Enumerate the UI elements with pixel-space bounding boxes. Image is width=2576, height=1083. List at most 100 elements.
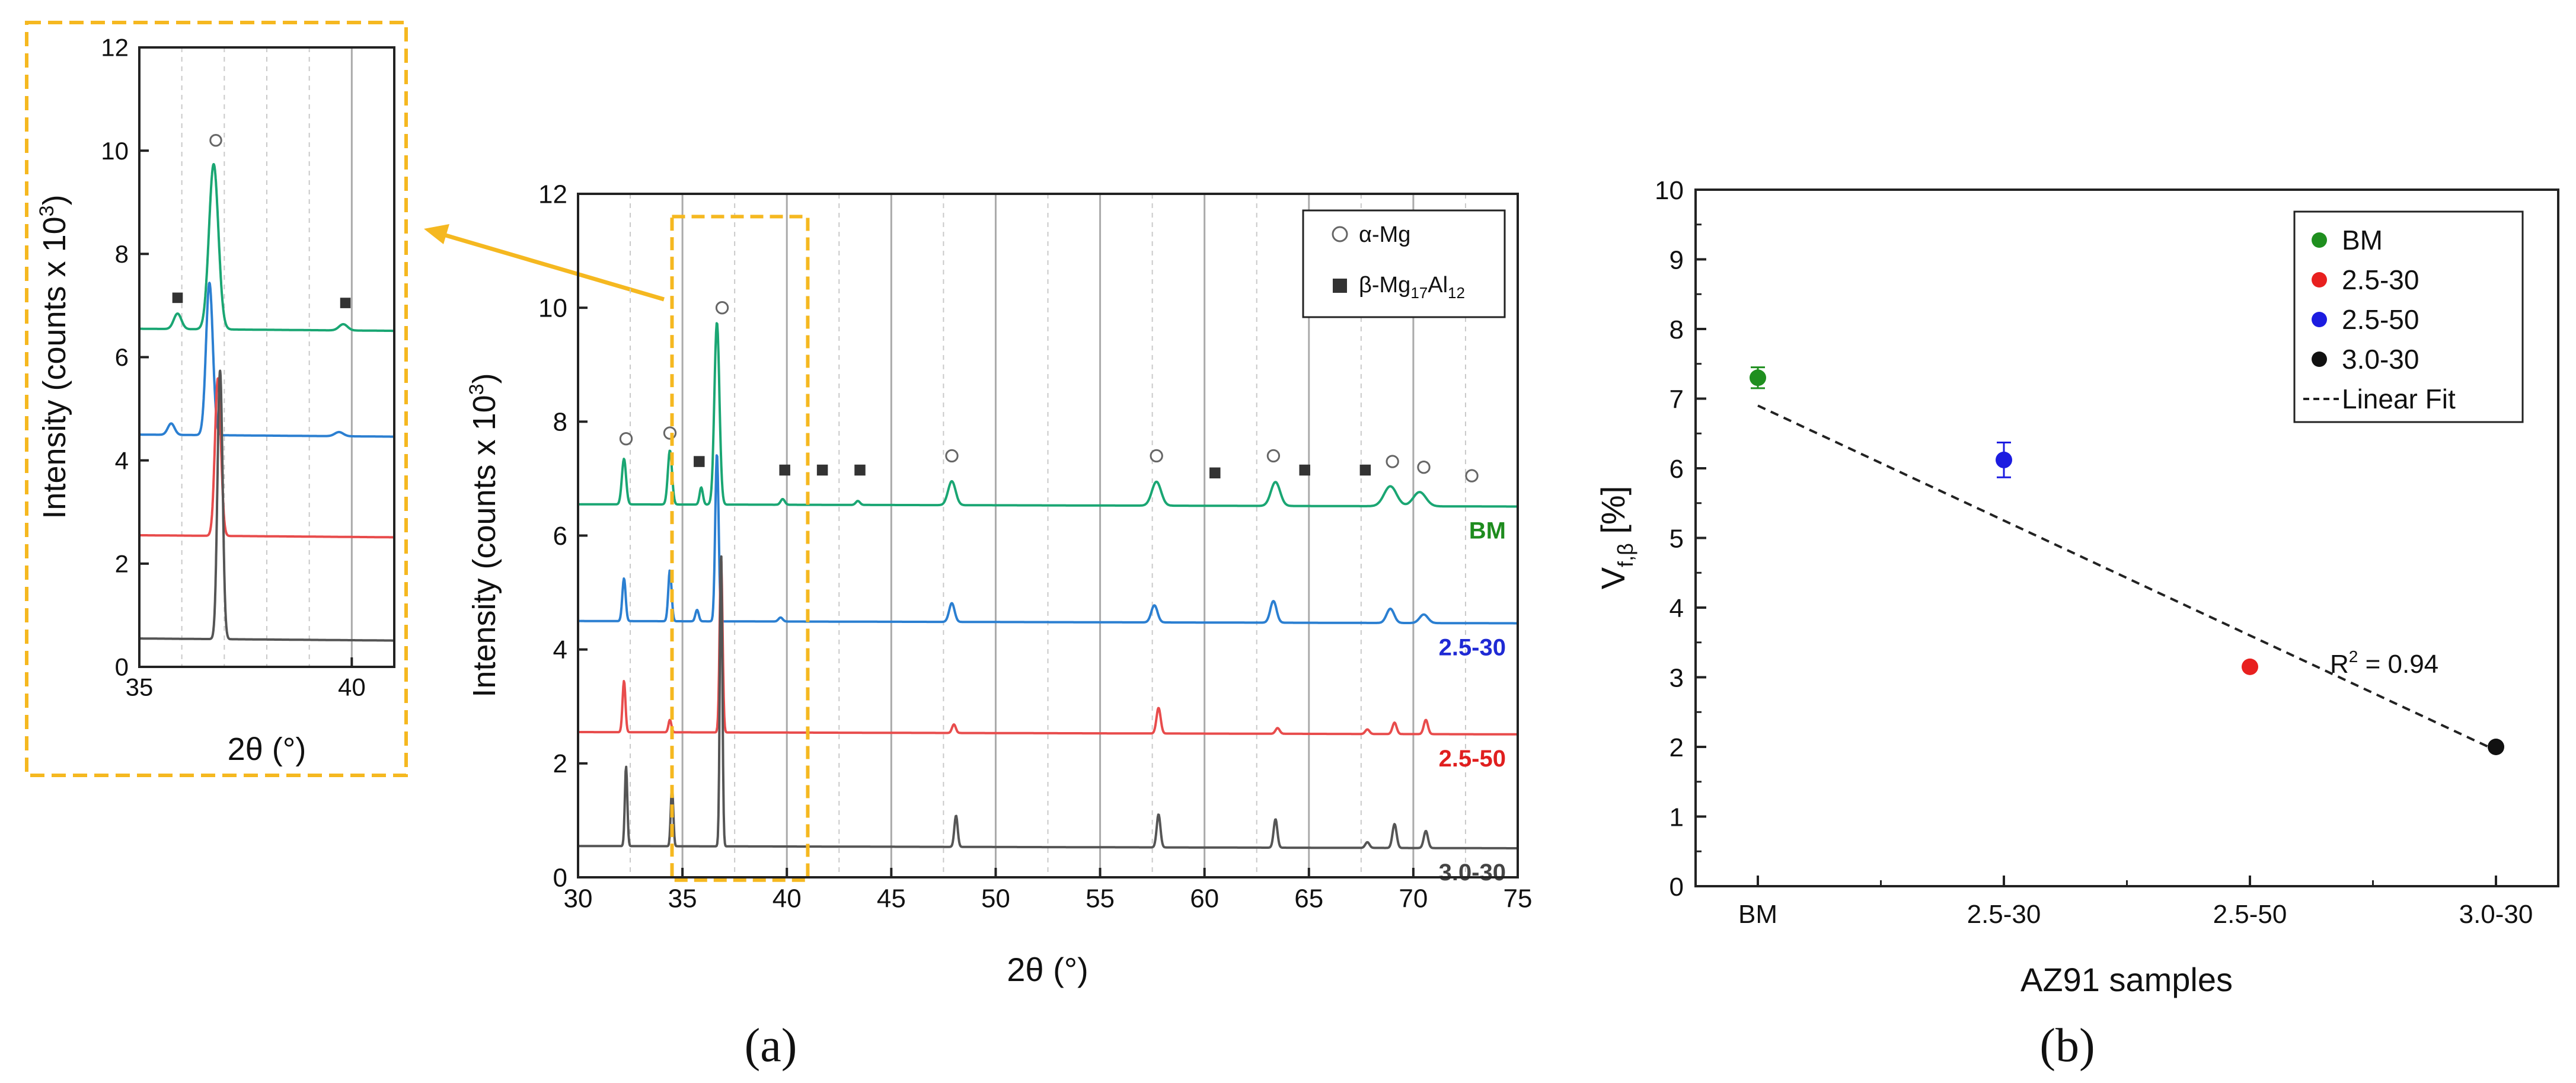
series-line-2.5-50 xyxy=(577,560,1518,736)
y-tick-label: 6 xyxy=(115,343,129,371)
x-tick-label: 45 xyxy=(877,884,906,913)
zoom-arrow-line xyxy=(441,232,665,302)
a-legend-alpha-symbol xyxy=(1332,226,1348,242)
beta-phase-marker xyxy=(694,456,705,467)
inset-y-label-sup: 3 xyxy=(36,205,58,216)
a-markers xyxy=(619,301,1479,483)
b-legend-symbol-2.5-30 xyxy=(2312,272,2327,287)
b-r2-sup: 2 xyxy=(2349,647,2358,666)
a-legend-beta-text: β-Mg17Al12 xyxy=(1359,273,1465,302)
b-r2-value: = 0.94 xyxy=(2358,650,2438,679)
inset-plot-frame xyxy=(138,46,395,668)
b-y-label-sub: f,β xyxy=(1613,543,1637,567)
a-axes: 30 35 40 45 50 55 60 65 70 75 0 2 4 6 8 10 12 xyxy=(538,180,1532,913)
x-tick-label: 40 xyxy=(338,673,366,701)
a-legend: α-Mg β-Mg17Al12 xyxy=(1302,209,1506,318)
y-tick-label: 8 xyxy=(115,240,129,268)
b-y-tick-label: 0 xyxy=(1670,873,1684,902)
a-legend-beta-mid: Al xyxy=(1428,273,1448,298)
inset-axes: 35 40 0 2 4 6 8 10 12 xyxy=(101,34,365,701)
x-tick-label: 30 xyxy=(564,884,593,913)
a-legend-beta-main: β-Mg xyxy=(1359,273,1410,298)
b-x-tick-label: 3.0-30 xyxy=(2459,900,2533,929)
b-legend-symbol-BM xyxy=(2312,232,2327,248)
b-x-tick-label: 2.5-50 xyxy=(2213,900,2287,929)
a-series xyxy=(577,322,1518,849)
a-y-label-sup: 3 xyxy=(465,384,488,395)
a-y-label-main: Intensity (counts x 10 xyxy=(467,395,502,697)
caption-a: (a) xyxy=(745,1020,797,1072)
y-tick-label: 2 xyxy=(553,749,567,778)
zoom-arrow-head xyxy=(424,224,449,244)
data-point-2.5-30 xyxy=(2242,658,2258,675)
alpha-mg-marker xyxy=(1465,469,1479,483)
b-y-label-unit: [%] xyxy=(1594,486,1632,543)
a-x-label: 2θ (°) xyxy=(1007,951,1089,988)
series-line-2.5-30 xyxy=(138,282,395,438)
b-y-tick-label: 4 xyxy=(1670,594,1684,623)
inset-frame xyxy=(25,21,408,777)
beta-phase-marker xyxy=(340,298,351,308)
a-zoom-box xyxy=(670,215,810,882)
inset-grid xyxy=(181,47,353,667)
b-y-tick-label: 5 xyxy=(1670,525,1684,554)
series-line-2.5-50 xyxy=(138,377,395,539)
zoom-arrow xyxy=(424,224,665,302)
b-y-tick-label: 7 xyxy=(1670,385,1684,414)
series-line-3.0-30 xyxy=(138,369,395,642)
a-legend-alpha-text: α-Mg xyxy=(1359,222,1410,247)
inset-y-label-end: ) xyxy=(37,194,72,205)
b-points xyxy=(1750,366,2504,755)
y-tick-label: 12 xyxy=(101,34,129,62)
y-tick-label: 2 xyxy=(115,550,129,578)
y-tick-label: 12 xyxy=(538,180,567,209)
b-legend-label-2.5-30: 2.5-30 xyxy=(2342,264,2419,295)
x-tick-label: 70 xyxy=(1399,884,1428,913)
b-legend-label-fit: Linear Fit xyxy=(2342,384,2456,414)
b-y-label-main: V xyxy=(1594,567,1632,589)
beta-phase-marker xyxy=(1359,464,1371,476)
beta-phase-marker xyxy=(1209,467,1221,479)
series-label-3.0-30: 3.0-30 xyxy=(1439,860,1506,886)
panel-a: BM2.5-302.5-503.0-30 30 35 40 45 50 55 60 65 70 7… xyxy=(465,180,1532,1072)
x-tick-label: 65 xyxy=(1294,884,1323,913)
a-legend-beta-sub1: 17 xyxy=(1410,284,1428,302)
alpha-mg-marker xyxy=(715,301,729,315)
a-legend-beta-symbol xyxy=(1333,279,1347,293)
b-axes: 0 1 2 3 4 5 6 7 8 9 10 BM 2.5-30 2.5-50 3.0-30 xyxy=(1655,176,2533,929)
b-x-label: AZ91 samples xyxy=(2020,961,2233,998)
x-tick-label: 60 xyxy=(1190,884,1219,913)
beta-phase-marker xyxy=(1299,464,1310,476)
b-legend-label-3.0-30: 3.0-30 xyxy=(2342,344,2419,375)
y-tick-label: 10 xyxy=(538,294,567,323)
panel-b: 0 1 2 3 4 5 6 7 8 9 10 BM 2.5-30 2.5-50 3.0-30 BM 2.5-3… xyxy=(1594,176,2559,1072)
inset-markers xyxy=(172,134,351,308)
y-tick-label: 4 xyxy=(115,446,129,474)
alpha-mg-marker xyxy=(619,432,633,446)
alpha-mg-marker xyxy=(945,449,959,463)
series-line-3.0-30 xyxy=(577,555,1518,849)
a-y-label-end: ) xyxy=(467,373,502,384)
b-y-tick-label: 3 xyxy=(1670,664,1684,693)
alpha-mg-marker xyxy=(209,134,222,147)
b-legend: BM 2.5-30 2.5-50 3.0-30 Linear Fit xyxy=(2293,210,2524,423)
inset-x-label: 2θ (°) xyxy=(228,731,307,767)
inset-panel: 35 40 0 2 4 6 8 10 12 Intensity (counts x 103) 2… xyxy=(25,21,408,777)
b-r2-r: R xyxy=(2330,650,2349,679)
alpha-mg-marker xyxy=(1386,455,1399,468)
data-point-3.0-30 xyxy=(2488,739,2504,755)
y-tick-label: 6 xyxy=(553,522,567,551)
y-tick-label: 4 xyxy=(553,635,567,665)
inset-y-label: Intensity (counts x 103) xyxy=(36,194,72,519)
alpha-mg-marker xyxy=(1266,449,1281,463)
alpha-mg-marker xyxy=(1417,461,1431,474)
y-tick-label: 10 xyxy=(101,137,129,165)
beta-phase-marker xyxy=(779,464,790,476)
b-legend-box xyxy=(2293,210,2524,423)
x-tick-label: 50 xyxy=(981,884,1010,913)
a-legend-beta-sub2: 12 xyxy=(1448,284,1465,302)
series-label-2.5-50: 2.5-50 xyxy=(1439,746,1506,772)
b-x-tick-label: BM xyxy=(1738,900,1777,929)
beta-phase-marker xyxy=(172,292,183,304)
